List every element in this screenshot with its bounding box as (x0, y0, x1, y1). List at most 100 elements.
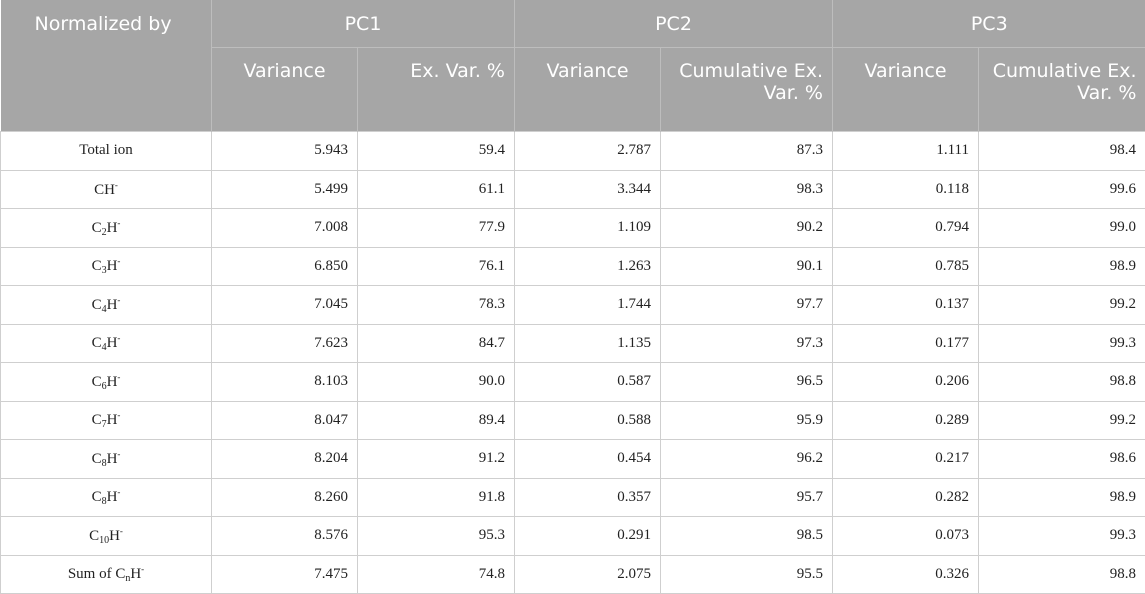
header-pc3-variance: Variance (833, 48, 979, 132)
cell-pc2-cumulative: 98.3 (661, 170, 833, 209)
row-label-base: Sum of C (68, 566, 126, 582)
cell-pc1-variance: 8.260 (212, 478, 358, 517)
row-label: C8H- (1, 478, 212, 517)
cell-pc2-variance: 0.587 (515, 363, 661, 402)
row-label-superscript: - (117, 295, 120, 305)
cell-pc2-variance: 1.744 (515, 286, 661, 325)
cell-pc3-variance: 0.137 (833, 286, 979, 325)
cell-pc2-variance: 2.075 (515, 555, 661, 594)
cell-pc2-cumulative: 87.3 (661, 132, 833, 171)
header-pc1-variance: Variance (212, 48, 358, 132)
cell-pc3-cumulative: 98.9 (979, 478, 1145, 517)
row-label-superscript: - (117, 410, 120, 420)
cell-pc1-ex-var: 78.3 (358, 286, 515, 325)
cell-pc1-ex-var: 76.1 (358, 247, 515, 286)
row-label-superscript: - (117, 372, 120, 382)
row-label-superscript: - (117, 487, 120, 497)
cell-pc2-variance: 0.357 (515, 478, 661, 517)
header-pc2: PC2 (515, 0, 833, 48)
cell-pc1-variance: 7.045 (212, 286, 358, 325)
row-label-base: C (92, 220, 102, 236)
header-pc1: PC1 (212, 0, 515, 48)
cell-pc2-cumulative: 95.7 (661, 478, 833, 517)
cell-pc3-variance: 0.289 (833, 401, 979, 440)
cell-pc3-cumulative: 99.2 (979, 401, 1145, 440)
cell-pc1-ex-var: 59.4 (358, 132, 515, 171)
cell-pc2-variance: 1.135 (515, 324, 661, 363)
cell-pc2-variance: 0.588 (515, 401, 661, 440)
cell-pc3-cumulative: 99.3 (979, 324, 1145, 363)
row-label-base: Total ion (79, 142, 133, 158)
cell-pc3-variance: 0.794 (833, 209, 979, 248)
cell-pc2-variance: 1.263 (515, 247, 661, 286)
cell-pc2-cumulative: 98.5 (661, 517, 833, 556)
row-label: C4H- (1, 286, 212, 325)
row-label-hydrogen: H (107, 451, 118, 467)
row-label-superscript: - (141, 564, 144, 574)
row-label: C4H- (1, 324, 212, 363)
row-label: Total ion (1, 132, 212, 171)
row-label-base: C (89, 528, 99, 544)
cell-pc3-cumulative: 99.2 (979, 286, 1145, 325)
header-pc3: PC3 (833, 0, 1145, 48)
cell-pc1-ex-var: 91.8 (358, 478, 515, 517)
cell-pc1-variance: 5.943 (212, 132, 358, 171)
cell-pc3-variance: 0.177 (833, 324, 979, 363)
cell-pc3-cumulative: 98.4 (979, 132, 1145, 171)
cell-pc1-variance: 7.008 (212, 209, 358, 248)
cell-pc3-cumulative: 99.6 (979, 170, 1145, 209)
row-label-superscript: - (117, 256, 120, 266)
row-label-superscript: - (117, 218, 120, 228)
cell-pc1-variance: 8.047 (212, 401, 358, 440)
cell-pc2-cumulative: 96.2 (661, 440, 833, 479)
row-label-subscript: 10 (99, 535, 109, 546)
row-label-hydrogen: H (107, 412, 118, 428)
row-label-hydrogen: H (107, 489, 118, 505)
row-label-base: C (92, 412, 102, 428)
header-pc1-ex-var: Ex. Var. % (358, 48, 515, 132)
cell-pc2-cumulative: 90.1 (661, 247, 833, 286)
cell-pc3-variance: 0.206 (833, 363, 979, 402)
header-row-groups: Normalized by PC1 PC2 PC3 (1, 0, 1145, 48)
cell-pc2-cumulative: 96.5 (661, 363, 833, 402)
row-label: C8H- (1, 440, 212, 479)
row-label-superscript: - (120, 526, 123, 536)
row-label: C10H- (1, 517, 212, 556)
cell-pc2-cumulative: 95.9 (661, 401, 833, 440)
cell-pc2-cumulative: 90.2 (661, 209, 833, 248)
row-label-superscript: - (117, 333, 120, 343)
row-label-hydrogen: H (107, 220, 118, 236)
cell-pc1-ex-var: 74.8 (358, 555, 515, 594)
cell-pc2-variance: 0.454 (515, 440, 661, 479)
cell-pc3-variance: 1.111 (833, 132, 979, 171)
cell-pc3-cumulative: 98.8 (979, 555, 1145, 594)
header-normalized-by: Normalized by (1, 0, 212, 48)
header-pc2-variance: Variance (515, 48, 661, 132)
row-label-base: C (92, 297, 102, 313)
row-label: C2H- (1, 209, 212, 248)
row-label-superscript: - (117, 449, 120, 459)
cell-pc3-cumulative: 98.9 (979, 247, 1145, 286)
cell-pc2-variance: 2.787 (515, 132, 661, 171)
row-label-superscript: - (115, 180, 118, 190)
header-empty (1, 48, 212, 132)
row-label-base: C (92, 335, 102, 351)
row-label-hydrogen: H (109, 528, 120, 544)
cell-pc1-ex-var: 84.7 (358, 324, 515, 363)
row-label: CH- (1, 170, 212, 209)
row-label-hydrogen: H (107, 258, 118, 274)
cell-pc1-variance: 8.204 (212, 440, 358, 479)
row-label-base: CH (94, 182, 115, 198)
row-label-hydrogen: H (107, 297, 118, 313)
row-label-base: C (92, 489, 102, 505)
